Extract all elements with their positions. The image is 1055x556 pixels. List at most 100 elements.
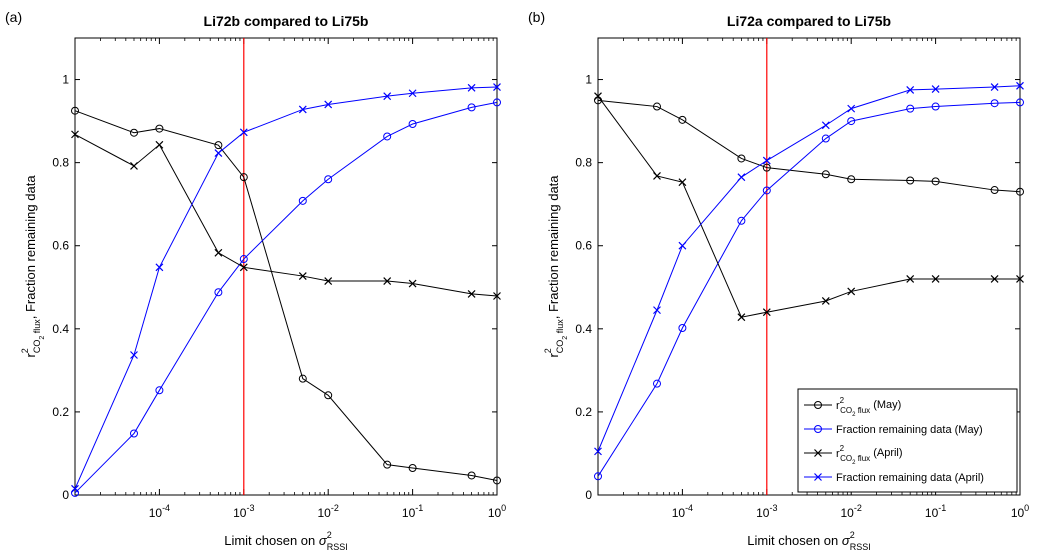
data-point bbox=[298, 374, 307, 383]
x-tick-label: 10-4 bbox=[672, 503, 693, 520]
data-point bbox=[847, 175, 856, 184]
panel-a: (a) Li72b compared to Li75b 0 0.2 0.4 0.6 0.8 1… bbox=[5, 9, 506, 552]
y-tick-label: 1 bbox=[62, 73, 69, 87]
data-point bbox=[129, 429, 138, 438]
legend-label: Fraction remaining data (April) bbox=[836, 472, 984, 484]
x-axis-label: Limit chosen on σ2 RSSI bbox=[224, 530, 348, 552]
data-point bbox=[931, 177, 940, 186]
data-point bbox=[214, 141, 223, 150]
x-tick-label: 100 bbox=[488, 503, 506, 520]
data-point bbox=[408, 463, 417, 472]
data-point bbox=[931, 102, 940, 111]
data-point bbox=[239, 263, 248, 272]
data-point bbox=[737, 216, 746, 225]
data-point bbox=[129, 128, 138, 137]
data-point bbox=[324, 175, 333, 184]
data-point bbox=[653, 306, 661, 315]
series-line bbox=[74, 110, 498, 481]
data-point bbox=[130, 162, 138, 170]
data-point bbox=[493, 476, 501, 485]
data-point bbox=[762, 186, 771, 195]
data-point bbox=[678, 115, 687, 124]
legend-box bbox=[797, 388, 1018, 493]
data-point bbox=[906, 176, 915, 185]
data-point bbox=[594, 447, 602, 456]
data-point bbox=[155, 263, 164, 272]
series-line bbox=[597, 101, 1021, 477]
data-point bbox=[737, 154, 746, 163]
data-point bbox=[906, 86, 915, 94]
x-axis-label: Limit chosen on σ2 RSSI bbox=[747, 530, 871, 552]
data-point bbox=[383, 277, 392, 285]
data-point bbox=[737, 173, 746, 182]
panel-b: (b) Li72a compared to Li75b 0 0.2 0.4 0.6 0.8 1… bbox=[528, 9, 1029, 552]
data-point bbox=[408, 279, 417, 288]
legend-marker bbox=[814, 401, 822, 409]
plot-area bbox=[74, 37, 498, 496]
data-point bbox=[408, 119, 417, 128]
data-point bbox=[678, 323, 687, 332]
series-0 bbox=[71, 106, 501, 485]
data-point bbox=[71, 484, 79, 493]
data-point bbox=[214, 149, 223, 158]
x-tick-label: 100 bbox=[1011, 503, 1029, 520]
data-point bbox=[1016, 275, 1024, 283]
series-line bbox=[74, 101, 498, 494]
series-1 bbox=[594, 98, 1024, 481]
data-point bbox=[467, 471, 476, 480]
series-3 bbox=[594, 81, 1024, 456]
x-tick-label: 10-3 bbox=[233, 503, 254, 520]
y-axis-label: r2 CO2 flux, Fraction remaining data bbox=[543, 175, 569, 358]
data-point bbox=[298, 272, 307, 280]
data-point bbox=[324, 100, 333, 109]
data-point bbox=[653, 172, 661, 180]
data-point bbox=[155, 386, 164, 395]
x-tick-label: 10-4 bbox=[149, 503, 170, 520]
data-point bbox=[594, 472, 602, 481]
data-point bbox=[762, 156, 771, 165]
data-point bbox=[1016, 187, 1024, 196]
data-point bbox=[71, 106, 79, 115]
data-point bbox=[737, 313, 746, 322]
data-point bbox=[652, 379, 661, 388]
data-point bbox=[493, 292, 501, 300]
data-point bbox=[214, 248, 223, 257]
data-point bbox=[324, 391, 333, 400]
y-tick-label: 0.2 bbox=[52, 405, 69, 419]
legend-entry: r2 CO2 flux (May) bbox=[804, 396, 901, 418]
data-point bbox=[821, 170, 830, 179]
y-tick-label: 1 bbox=[585, 73, 592, 87]
data-point bbox=[493, 98, 501, 107]
legend-marker bbox=[814, 449, 822, 457]
y-axis-label: r2 CO2 flux, Fraction remaining data bbox=[20, 175, 46, 358]
data-point bbox=[847, 104, 856, 113]
x-tick-label: 10-2 bbox=[318, 503, 339, 520]
data-point bbox=[990, 275, 999, 283]
legend-entry: Fraction remaining data (April) bbox=[804, 472, 984, 484]
x-tick-label: 10-3 bbox=[756, 503, 777, 520]
legend-entry: Fraction remaining data (May) bbox=[804, 424, 983, 436]
data-point bbox=[239, 255, 248, 264]
chart-title: Li72b compared to Li75b bbox=[204, 13, 369, 29]
panel-label: (b) bbox=[528, 9, 545, 25]
panel-label: (a) bbox=[5, 9, 22, 25]
y-tick-label: 0 bbox=[62, 488, 69, 502]
data-point bbox=[847, 117, 856, 126]
data-point bbox=[71, 130, 79, 139]
series-0 bbox=[594, 96, 1024, 196]
x-tick-label: 10-2 bbox=[841, 503, 862, 520]
series-2 bbox=[71, 130, 501, 300]
series-3 bbox=[71, 83, 501, 493]
data-point bbox=[762, 308, 771, 317]
data-point bbox=[383, 92, 392, 101]
data-point bbox=[652, 102, 661, 111]
legend-marker bbox=[814, 425, 822, 433]
legend-label: Fraction remaining data (May) bbox=[836, 424, 983, 436]
data-point bbox=[467, 289, 476, 298]
data-point bbox=[493, 83, 501, 91]
data-point bbox=[906, 275, 915, 283]
y-tick-label: 0.6 bbox=[575, 239, 592, 253]
data-point bbox=[990, 99, 999, 108]
data-point bbox=[130, 351, 138, 359]
